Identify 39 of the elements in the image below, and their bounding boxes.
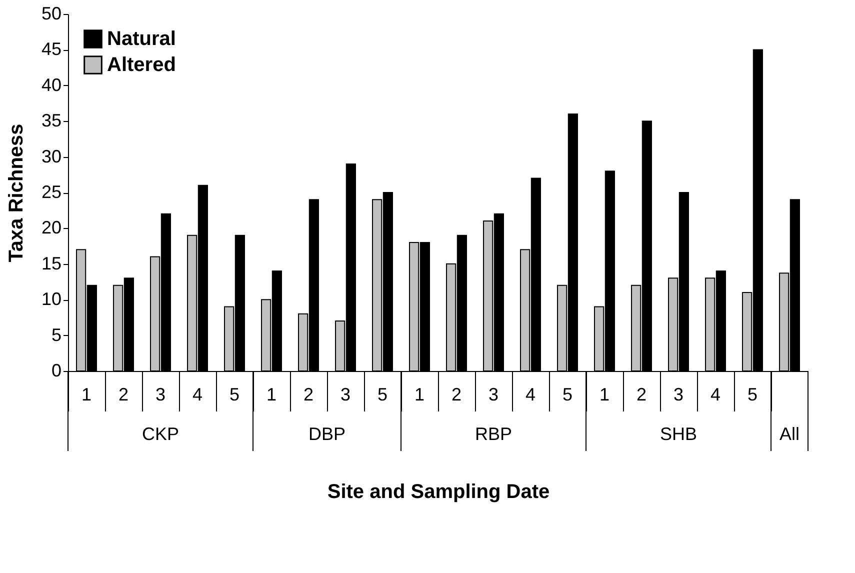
x-tick-label: 1 xyxy=(81,384,92,404)
x-tick-label: 4 xyxy=(192,384,203,404)
text: CKP xyxy=(142,424,180,444)
y-tick-label: 45 xyxy=(41,39,62,60)
y-tick-label: 20 xyxy=(41,218,62,238)
x-tick-label: 3 xyxy=(488,384,499,404)
x-tick-label: 3 xyxy=(155,384,166,404)
y-tick-label: 10 xyxy=(41,289,62,310)
x-tick-label: 1 xyxy=(266,384,277,404)
x-tick-label: 1 xyxy=(599,384,610,404)
y-tick-label: 5 xyxy=(51,324,62,345)
y-tick-label: 50 xyxy=(41,4,62,24)
legend-label: Natural xyxy=(107,28,176,50)
text: SHB xyxy=(660,424,698,444)
text: RBP xyxy=(474,424,512,444)
x-tick-label: 5 xyxy=(377,384,388,404)
y-tick-label: 30 xyxy=(41,146,62,166)
x-tick-label: 2 xyxy=(636,384,647,404)
y-tick-label: 40 xyxy=(41,74,62,95)
x-tick-label: 2 xyxy=(303,384,314,404)
y-axis-title: Taxa Richness xyxy=(5,124,28,262)
x-tick-label: 4 xyxy=(710,384,721,404)
text: All xyxy=(779,424,800,444)
x-tick-label: 3 xyxy=(340,384,351,404)
y-tick-label: 35 xyxy=(41,110,62,131)
x-axis-title: Site and Sampling Date xyxy=(327,481,550,503)
y-tick-label: 15 xyxy=(41,253,62,274)
x-tick-label: 2 xyxy=(118,384,129,404)
x-tick-label: 1 xyxy=(414,384,425,404)
x-tick-label: 4 xyxy=(525,384,536,404)
y-tick-label: 25 xyxy=(41,182,62,202)
text: DBP xyxy=(308,424,346,444)
x-tick-label: 2 xyxy=(451,384,462,404)
x-tick-label: 5 xyxy=(229,384,240,404)
x-tick-label: 5 xyxy=(747,384,758,404)
x-tick-label: 5 xyxy=(562,384,573,404)
y-tick-label: 0 xyxy=(51,360,62,380)
legend-label: Altered xyxy=(107,54,176,76)
x-tick-label: 3 xyxy=(673,384,684,404)
